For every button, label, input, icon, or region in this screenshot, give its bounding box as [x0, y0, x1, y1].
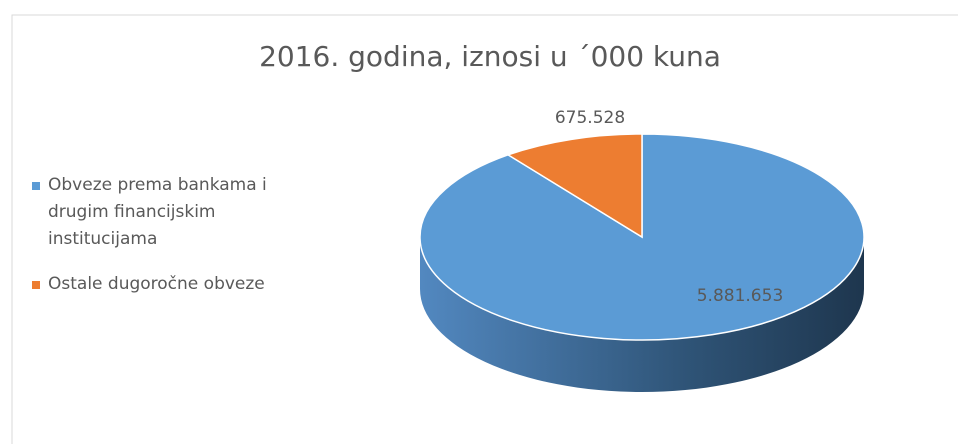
legend-swatch: [32, 182, 40, 190]
legend-label: Obveze prema bankama i drugim financijsk…: [48, 175, 267, 249]
data-label: 5.881.653: [697, 286, 784, 306]
legend-item: Obveze prema bankama i drugim financijsk…: [32, 172, 322, 253]
data-label: 675.528: [555, 108, 625, 128]
pie: 5.881.653 675.528: [419, 108, 865, 392]
chart-title: 2016. godina, iznosi u ´000 kuna: [259, 40, 721, 73]
legend-label: Ostale dugoročne obveze: [48, 274, 265, 294]
pie-side: [420, 237, 864, 392]
pie-slice: [506, 133, 643, 239]
legend-swatch: [32, 281, 40, 289]
legend: Obveze prema bankama i drugim financijsk…: [32, 172, 322, 316]
legend-item: Ostale dugoročne obveze: [32, 271, 322, 298]
